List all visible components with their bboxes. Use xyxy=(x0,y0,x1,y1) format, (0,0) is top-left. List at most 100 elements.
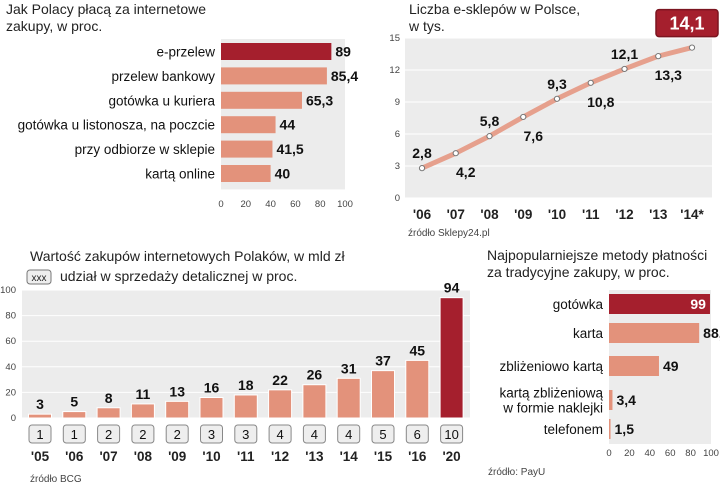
chart-title: Jak Polacy płacą za internetowe xyxy=(6,1,206,17)
legend-text: udział w sprzedaży detalicznej w proc. xyxy=(60,268,297,284)
highlight-badge xyxy=(655,8,719,38)
share-label: 3 xyxy=(208,427,215,442)
value-label: 2,8 xyxy=(412,145,432,161)
value-label: 37 xyxy=(375,353,391,369)
data-point xyxy=(688,44,696,51)
value-label: 4,2 xyxy=(456,164,476,180)
category-label: zbliżeniowo kartą xyxy=(499,359,603,374)
x-tick-label: 40 xyxy=(645,448,656,459)
value-label: 45 xyxy=(410,342,426,358)
source-note: źródło BCG xyxy=(30,474,82,485)
value-label: 44 xyxy=(280,117,296,133)
share-label: 2 xyxy=(139,427,146,442)
data-point xyxy=(621,65,628,73)
share-box xyxy=(165,424,189,444)
value-label: 13,3 xyxy=(655,67,682,83)
share-box xyxy=(28,424,52,444)
x-tick-label: '11 xyxy=(237,449,255,464)
value-label: 18 xyxy=(238,377,254,393)
bar xyxy=(62,411,87,419)
value-label: 26 xyxy=(307,367,323,383)
category-label: przelew bankowy xyxy=(111,69,215,84)
share-box xyxy=(405,424,429,444)
value-label: 16 xyxy=(204,380,220,396)
y-tick-label: 6 xyxy=(395,129,400,140)
value-label: 14,1 xyxy=(669,14,704,34)
share-label: 2 xyxy=(174,427,181,442)
y-tick-label: 60 xyxy=(5,336,16,347)
x-tick-label: 100 xyxy=(703,448,719,459)
bar xyxy=(221,116,276,134)
share-box xyxy=(131,424,155,444)
source-note: źródło Sklepy24.pl xyxy=(408,228,490,239)
value-label: 1,5 xyxy=(615,421,635,437)
x-tick-label: 60 xyxy=(665,448,676,459)
y-tick-label: 40 xyxy=(5,362,16,373)
y-tick-label: 15 xyxy=(389,33,400,44)
x-tick-label: '09 xyxy=(514,207,532,222)
x-tick-label: '13 xyxy=(305,449,324,464)
data-point xyxy=(418,165,426,172)
value-label: 65,3 xyxy=(306,92,333,108)
x-tick-label: '06 xyxy=(65,449,84,464)
data-point xyxy=(486,133,493,140)
share-label: 4 xyxy=(311,427,318,442)
y-tick-label: 12 xyxy=(389,65,400,76)
value-label: 5,8 xyxy=(480,113,500,129)
x-tick-label: '06 xyxy=(413,207,432,222)
value-label: 3,4 xyxy=(616,392,636,408)
x-tick-label: '09 xyxy=(168,449,186,464)
x-tick-label: '13 xyxy=(649,207,668,222)
plot-background xyxy=(405,38,712,198)
share-box xyxy=(440,424,464,444)
chart-title: Liczba e-sklepów w Polsce, xyxy=(409,1,580,17)
x-tick-label: '05 xyxy=(31,449,50,464)
bar xyxy=(268,389,293,419)
x-tick-label: 80 xyxy=(315,199,326,210)
x-tick-label: 0 xyxy=(218,199,223,210)
bar xyxy=(405,359,430,419)
value-label: 7,6 xyxy=(524,128,544,144)
share-label: 5 xyxy=(379,427,386,442)
share-box xyxy=(337,424,361,444)
bar xyxy=(221,67,327,85)
category-label: w formie naklejki xyxy=(502,401,603,416)
bar xyxy=(165,400,190,419)
value-label: 5 xyxy=(70,394,78,410)
value-label: 49 xyxy=(663,358,679,374)
category-label: gotówka u listonosza, na poczcie xyxy=(18,118,215,133)
share-label: 10 xyxy=(444,427,458,442)
x-tick-label: '14 xyxy=(340,449,359,464)
bar xyxy=(609,323,700,343)
data-point xyxy=(452,150,459,157)
y-tick-label: 9 xyxy=(395,97,400,108)
y-tick-label: 0 xyxy=(395,193,400,204)
share-box xyxy=(268,424,292,444)
value-label: 85,4 xyxy=(331,68,358,84)
bar xyxy=(336,377,361,419)
chart-title: Wartość zakupów internetowych Polaków, w… xyxy=(30,248,345,264)
x-tick-label: '11 xyxy=(582,207,600,222)
bar xyxy=(221,165,271,182)
category-label: karta xyxy=(573,326,604,341)
x-tick-label: '12 xyxy=(271,449,289,464)
x-tick-label: 60 xyxy=(290,199,301,210)
x-tick-label: 80 xyxy=(685,448,696,459)
category-label: kartą online xyxy=(145,167,215,182)
value-label: 88,4 xyxy=(703,325,720,341)
bar xyxy=(28,413,52,419)
bar xyxy=(439,297,464,419)
chart-eshops: Liczba e-sklepów w Polsce,w tys. 0 3 6 9 12 15… xyxy=(389,1,719,239)
bar xyxy=(199,397,224,419)
share-label: 1 xyxy=(71,427,78,442)
value-label: 8 xyxy=(105,390,113,406)
value-label: 11 xyxy=(135,386,150,402)
value-label: 99 xyxy=(690,296,706,312)
value-label: 22 xyxy=(272,372,288,388)
chart-title: w tys. xyxy=(408,18,445,34)
x-tick-label: '10 xyxy=(548,207,566,222)
bar xyxy=(609,390,613,410)
share-label: 4 xyxy=(276,427,283,442)
